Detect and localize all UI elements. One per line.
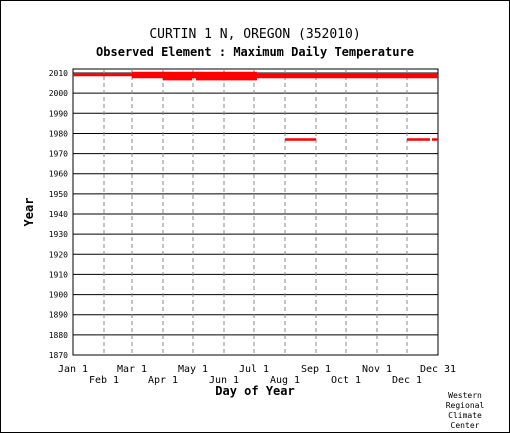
y-tick-label: 1970 [49,150,68,159]
data-series [73,71,438,141]
y-tick-label: 1870 [49,351,68,360]
x-axis-label: Day of Year [215,384,294,398]
x-tick-label: May 1 [178,364,208,375]
x-tick-label: Oct 1 [331,375,361,386]
plot-area [72,68,439,356]
x-tick-label: Dec 1 [392,375,422,386]
y-tick-label: 2010 [49,69,68,78]
x-tick-label: Sep 1 [301,364,331,375]
x-tick-label: Jun 1 [209,375,239,386]
y-tick-label: 1940 [49,210,68,219]
x-tick-label: Aug 1 [270,375,300,386]
y-tick-labels: 1870 1880 1890 1900 1910 1920 1930 1940 1950 1960… [49,69,68,360]
y-tick-label: 1900 [49,291,68,300]
y-tick-label: 1960 [49,170,68,179]
y-tick-label: 1920 [49,250,68,259]
x-tick-label: Dec 31 [420,364,456,375]
x-tick-label: Mar 1 [117,364,147,375]
x-tick-label: Apr 1 [148,375,178,386]
x-tick-label: Feb 1 [89,375,119,386]
credit-text: Western Regional Climate Center [445,391,485,430]
y-tick-label: 1950 [49,190,68,199]
y-tick-label: 1930 [49,230,68,239]
y-tick-label: 1910 [49,270,68,279]
y-axis-label: Year [22,198,36,227]
y-tick-label: 1890 [49,311,68,320]
x-tick-label: Jul 1 [239,364,269,375]
x-tick-label: Jan 1 [58,364,88,375]
y-tick-label: 1980 [49,129,68,138]
x-tick-label: Nov 1 [362,364,392,375]
y-tick-label: 1880 [49,331,68,340]
chart-subtitle: Observed Element : Maximum Daily Tempera… [96,45,414,59]
chart-title: CURTIN 1 N, OREGON (352010) [149,27,361,42]
y-tick-label: 2000 [49,89,68,98]
y-tick-label: 1990 [49,109,68,118]
